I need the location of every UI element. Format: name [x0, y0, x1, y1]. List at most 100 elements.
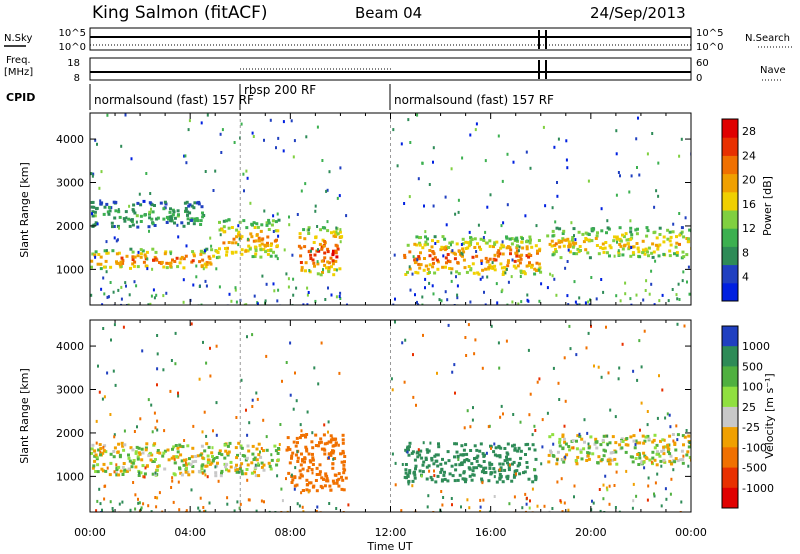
heatmap-cell	[296, 450, 299, 454]
heatmap-cell	[265, 448, 269, 452]
heatmap-cell	[93, 459, 97, 463]
heatmap-cell	[243, 303, 246, 305]
heatmap-cell	[152, 460, 156, 463]
heatmap-cell	[648, 292, 651, 296]
heatmap-cell	[672, 439, 675, 443]
heatmap-cell	[148, 451, 152, 455]
heatmap-cell	[121, 261, 125, 265]
heatmap-cell	[177, 394, 180, 398]
colorbar-tick-label: 12	[742, 222, 756, 235]
heatmap-cell	[102, 276, 105, 280]
heatmap-cell	[222, 241, 226, 245]
heatmap-cell	[425, 448, 429, 452]
heatmap-cell	[169, 207, 172, 211]
heatmap-cell	[471, 469, 475, 473]
heatmap-cell	[131, 255, 135, 259]
heatmap-cell	[407, 445, 411, 449]
heatmap-cell	[442, 473, 446, 477]
heatmap-cell	[631, 251, 635, 255]
heatmap-cell	[479, 237, 483, 241]
heatmap-cell	[199, 453, 203, 457]
heatmap-cell	[155, 258, 159, 262]
heatmap-cell	[149, 192, 152, 195]
heatmap-cell	[287, 471, 291, 475]
heatmap-cell	[244, 249, 248, 253]
heatmap-cell	[479, 498, 482, 502]
heatmap-cell	[205, 361, 208, 365]
heatmap-cell	[487, 479, 491, 483]
heatmap-cell	[566, 260, 569, 263]
heatmap-cell	[206, 454, 210, 458]
heatmap-cell	[150, 294, 153, 298]
heatmap-cell	[111, 249, 115, 253]
heatmap-cell	[260, 242, 264, 246]
heatmap-cell	[625, 469, 628, 473]
x-tick-label: 00:00	[74, 526, 106, 539]
heatmap-cell	[484, 256, 488, 260]
heatmap-cell	[300, 189, 303, 193]
heatmap-cell	[564, 442, 568, 446]
heatmap-cell	[263, 243, 267, 247]
heatmap-cell	[247, 237, 249, 241]
heatmap-cell	[609, 451, 613, 455]
heatmap-cell	[510, 275, 513, 279]
heatmap-cell	[472, 466, 476, 470]
heatmap-cell	[341, 433, 345, 437]
heatmap-cell	[131, 250, 135, 254]
heatmap-cell	[457, 210, 460, 214]
heatmap-cell	[307, 228, 310, 232]
heatmap-cell	[612, 239, 616, 243]
heatmap-cell	[91, 174, 94, 178]
heatmap-cell	[251, 398, 254, 402]
heatmap-cell	[564, 455, 567, 459]
heatmap-cell	[502, 270, 506, 274]
heatmap-cell	[448, 241, 452, 245]
heatmap-cell	[505, 339, 508, 343]
heatmap-cell	[235, 470, 239, 474]
heatmap-cell	[266, 252, 270, 256]
heatmap-cell	[317, 382, 320, 386]
heatmap-cell	[546, 286, 549, 290]
heatmap-cell	[246, 433, 249, 437]
heatmap-cell	[666, 228, 670, 232]
heatmap-cell	[463, 266, 467, 270]
heatmap-cell	[493, 253, 497, 257]
heatmap-cell	[230, 299, 233, 303]
heatmap-cell	[132, 209, 136, 213]
heatmap-cell	[310, 468, 314, 472]
heatmap-cell	[234, 241, 238, 245]
heatmap-cell	[185, 509, 188, 512]
heatmap-cell	[527, 264, 531, 267]
heatmap-cell	[476, 271, 480, 275]
heatmap-cell	[413, 242, 417, 246]
heatmap-cell	[434, 242, 437, 245]
heatmap-cell	[280, 487, 283, 491]
heatmap-cell	[318, 470, 322, 474]
heatmap-cell	[505, 267, 508, 271]
heatmap-cell	[290, 481, 294, 484]
heatmap-cell	[422, 268, 426, 272]
heatmap-cell	[571, 236, 575, 239]
heatmap-cell	[642, 298, 645, 302]
heatmap-cell	[662, 445, 666, 449]
heatmap-cell	[346, 303, 348, 305]
heatmap-cell	[148, 210, 152, 214]
heatmap-cell	[535, 224, 538, 228]
heatmap-cell	[124, 281, 127, 285]
heatmap-cell	[520, 300, 523, 304]
heatmap-cell	[228, 292, 231, 296]
heatmap-cell	[590, 239, 594, 243]
heatmap-cell	[339, 452, 343, 456]
heatmap-cell	[561, 232, 565, 235]
heatmap-cell	[575, 252, 579, 256]
heatmap-cell	[591, 499, 593, 503]
heatmap-cell	[128, 459, 132, 463]
heatmap-cell	[421, 463, 425, 467]
heatmap-cell	[246, 335, 248, 339]
heatmap-cell	[304, 182, 307, 186]
heatmap-cell	[572, 243, 576, 247]
heatmap-cell	[667, 449, 670, 453]
heatmap-cell	[481, 452, 485, 456]
heatmap-cell	[600, 458, 604, 462]
heatmap-cell	[686, 450, 690, 454]
